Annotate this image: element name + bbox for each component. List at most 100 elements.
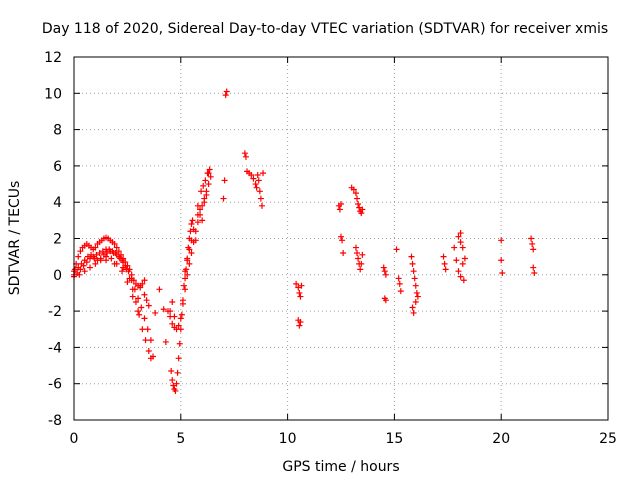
data-point [189, 217, 196, 224]
data-point [108, 255, 115, 262]
axis-ticks: 0 5 10 15 20 25 -8 -6 -4 -2 0 2 4 6 8 10 12 [44, 50, 617, 447]
data-point [461, 255, 468, 262]
data-point [338, 201, 344, 208]
data-point [176, 340, 183, 347]
data-point [441, 260, 448, 267]
data-point [242, 153, 249, 160]
data-point [141, 291, 148, 298]
series-dip-descent [164, 88, 230, 333]
data-point [142, 337, 149, 344]
data-point [129, 293, 136, 300]
data-point [169, 320, 176, 327]
data-point [119, 268, 126, 275]
x-tick-label: 10 [279, 431, 297, 447]
data-point [170, 382, 177, 389]
y-tick-label: 6 [53, 159, 62, 175]
data-point [459, 244, 466, 251]
data-point [110, 250, 117, 257]
data-point [174, 369, 181, 376]
data-point [260, 170, 267, 177]
data-point [194, 211, 201, 218]
data-point [202, 177, 209, 184]
data-point [498, 257, 505, 264]
data-point [107, 248, 114, 255]
data-point [295, 284, 302, 291]
data-point [111, 260, 118, 267]
data-point [358, 260, 365, 267]
data-point [350, 186, 357, 193]
y-tick-label: 12 [44, 50, 62, 66]
data-point [169, 299, 176, 306]
data-point [186, 235, 193, 242]
x-tick-label: 15 [385, 431, 403, 447]
data-point [250, 175, 257, 182]
data-point [128, 275, 135, 282]
data-point [413, 289, 420, 296]
data-point [440, 253, 447, 260]
y-axis-label: SDTVAR / TECUs [7, 181, 23, 296]
y-tick-label: 10 [44, 86, 62, 102]
data-point [352, 244, 359, 251]
data-point [138, 304, 145, 311]
data-point [192, 237, 199, 244]
data-point [120, 264, 127, 271]
data-point [135, 295, 142, 302]
data-point [129, 286, 136, 293]
data-point [184, 255, 191, 262]
data-point [144, 326, 151, 333]
data-point [160, 306, 167, 313]
series-hour-10 [293, 280, 305, 329]
data-point [296, 289, 303, 296]
data-point [93, 251, 100, 258]
data-point [409, 304, 416, 311]
data-point [188, 250, 195, 257]
data-point [397, 288, 404, 295]
data-point [152, 309, 159, 316]
data-point [162, 338, 169, 345]
data-point [382, 271, 389, 278]
data-point [357, 266, 364, 273]
data-point [410, 268, 417, 275]
data-point [530, 264, 537, 271]
x-axis-label: GPS time / hours [282, 459, 399, 475]
data-point [412, 299, 419, 306]
data-point [132, 299, 139, 306]
data-point [293, 280, 300, 287]
data-point [194, 202, 201, 209]
data-point [241, 150, 248, 157]
y-tick-label: -6 [48, 377, 62, 393]
series-early-arc-4 [71, 253, 142, 315]
data-point [206, 166, 213, 173]
data-point [382, 297, 389, 304]
data-point [175, 355, 182, 362]
data-point [205, 181, 212, 188]
data-point [175, 322, 182, 329]
data-point [96, 250, 103, 257]
data-point [453, 257, 460, 264]
data-point [256, 188, 263, 195]
data-point [203, 191, 210, 198]
data-point [354, 250, 361, 257]
data-point [459, 260, 466, 267]
data-point [355, 201, 362, 208]
data-point [150, 353, 157, 360]
data-point [410, 309, 417, 316]
data-point [457, 230, 464, 237]
data-point [145, 302, 152, 309]
data-point [200, 182, 207, 189]
data-point [380, 264, 387, 271]
data-point [396, 280, 403, 287]
data-point [528, 235, 535, 242]
data-point [393, 246, 400, 253]
data-point [124, 279, 131, 286]
data-point [116, 255, 123, 262]
series-early-scatter [103, 257, 178, 345]
data-point [164, 308, 171, 315]
x-tick-label: 25 [599, 431, 617, 447]
data-point [104, 250, 111, 257]
data-point [455, 268, 462, 275]
plot-area-frame [73, 56, 609, 421]
data-point [258, 202, 265, 209]
data-point [531, 269, 538, 276]
data-point [75, 253, 82, 260]
